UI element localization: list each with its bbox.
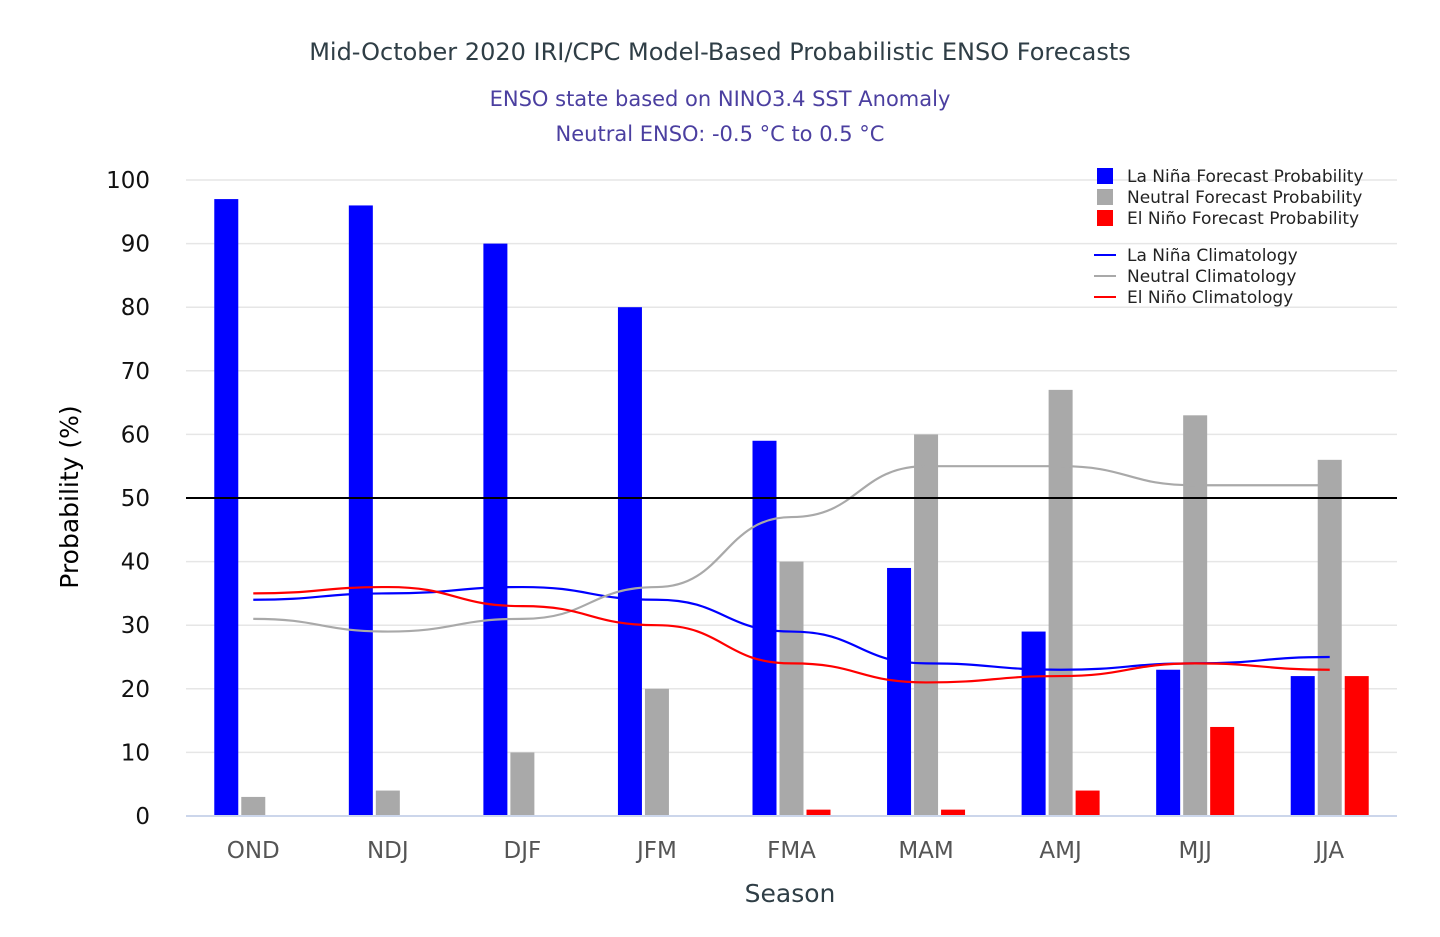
y-tick-label: 20 [121,677,150,703]
x-tick-label: JJA [1313,838,1344,864]
la-nina-forecast-probability-bar [1156,669,1181,816]
neutral-forecast-probability-bar [914,434,939,816]
la-nina-forecast-probability-bar [617,307,642,816]
neutral-forecast-probability-bar [779,561,804,816]
la-nina-forecast-probability-bar [348,205,373,816]
la-nina-forecast-probability-bar [887,567,912,816]
el-nino-forecast-probability-bar [806,809,831,816]
y-tick-label: 90 [121,232,150,258]
el-nino-climatology-line [253,585,1330,684]
legend-label-el-nino-forecast-probability: El Niño Forecast Probability [1127,209,1359,229]
el-nino-forecast-probability-bar [1344,676,1369,816]
y-tick-label: 30 [121,613,150,639]
chart-title: Mid-October 2020 IRI/CPC Model-Based Pro… [309,38,1131,66]
x-tick-label: MJJ [1178,838,1211,864]
y-tick-label: 0 [135,804,150,830]
y-tick-label: 40 [121,550,150,576]
neutral-forecast-probability-bar [1183,415,1208,816]
x-tick-label: FMA [767,838,816,864]
x-tick-label: MAM [898,838,953,864]
neutral-forecast-probability-bar [644,688,669,816]
legend-swatch-neutral-forecast-probability [1097,189,1113,205]
y-tick-label: 50 [121,486,150,512]
la-nina-forecast-probability-bar [483,243,508,817]
chart-subtitle-line-1: ENSO state based on NINO3.4 SST Anomaly [490,87,951,111]
neutral-forecast-probability-bar [1317,459,1342,816]
x-tick-label: DJF [504,838,542,864]
neutral-forecast-probability-bar [1048,389,1073,816]
chart-subtitle-line-2: Neutral ENSO: -0.5 °C to 0.5 °C [556,122,885,146]
el-nino-forecast-probability-bar [941,809,966,816]
y-tick-label: 60 [121,422,150,448]
legend-swatch-la-nina-forecast-probability [1097,168,1113,184]
legend-swatch-el-nino-forecast-probability [1097,210,1113,226]
y-tick-label: 70 [121,359,150,385]
neutral-forecast-probability-bar [241,796,266,816]
legend-label-la-nina-climatology: La Niña Climatology [1127,246,1298,266]
legend-label-neutral-climatology: Neutral Climatology [1127,267,1297,287]
y-tick-label: 100 [106,168,150,194]
x-tick-label: AMJ [1039,838,1081,864]
legend-label-la-nina-forecast-probability: La Niña Forecast Probability [1127,167,1364,187]
x-axis-label: Season [745,879,836,908]
y-tick-label: 80 [121,295,150,321]
el-nino-forecast-probability-bar [1075,790,1100,816]
neutral-climatology-line [253,465,1330,633]
x-tick-label: OND [227,838,280,864]
la-nina-forecast-probability-bar [214,199,239,816]
la-nina-forecast-probability-bar [1290,676,1315,816]
legend-label-el-nino-climatology: El Niño Climatology [1127,288,1293,308]
y-axis-label: Probability (%) [55,405,84,588]
x-tick-label: JFM [635,838,677,864]
neutral-forecast-probability-bar [510,752,535,816]
el-nino-forecast-probability-bar [1210,726,1235,816]
la-nina-forecast-probability-bar [1021,631,1046,816]
x-tick-label: NDJ [367,838,409,864]
y-tick-label: 10 [121,740,150,766]
legend-label-neutral-forecast-probability: Neutral Forecast Probability [1127,188,1362,208]
neutral-forecast-probability-bar [375,790,400,816]
